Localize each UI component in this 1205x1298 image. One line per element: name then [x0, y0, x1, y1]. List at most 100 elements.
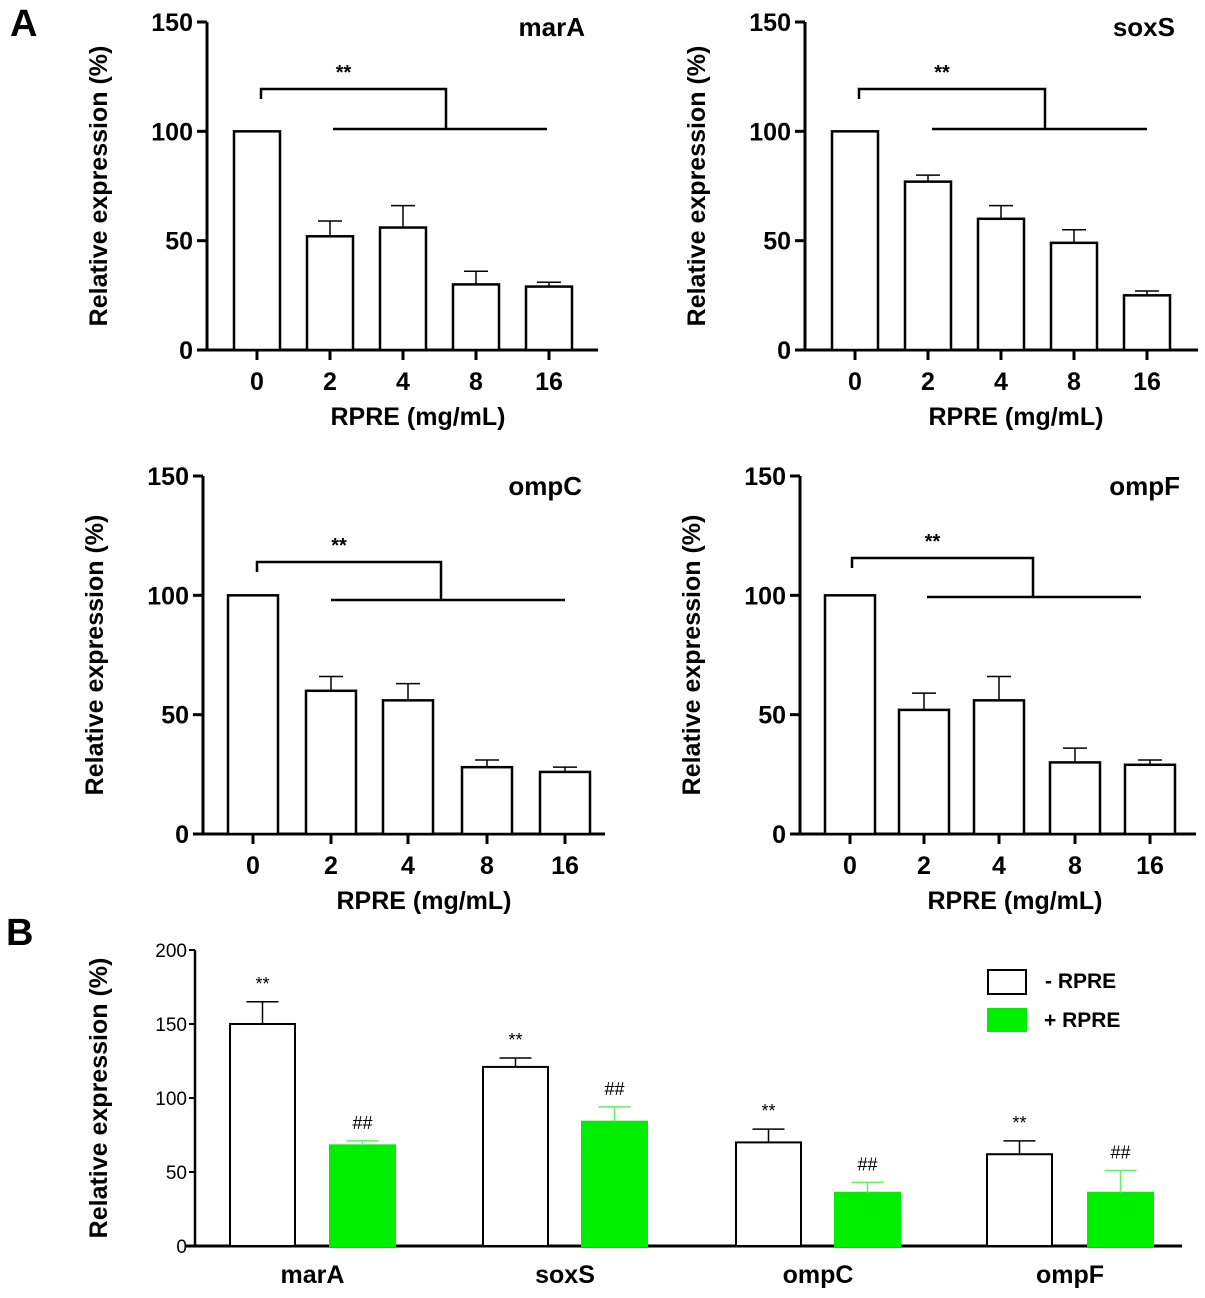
y-tick-label: 100 [749, 118, 791, 146]
significance-label: ## [857, 1154, 877, 1174]
y-tick-label: 150 [155, 1015, 187, 1036]
x-tick-label: 4 [992, 852, 1006, 880]
bar [976, 217, 1026, 352]
x-tick-label: 0 [848, 368, 862, 396]
legend-swatch-plus-rpre [987, 1008, 1027, 1032]
bar [538, 770, 592, 836]
bar [304, 689, 358, 836]
chart-title: soxS [1113, 12, 1175, 42]
bar [460, 765, 514, 836]
x-tick-label: 2 [921, 368, 935, 396]
x-tick-label: 0 [250, 368, 264, 396]
x-tick-label: 2 [323, 368, 337, 396]
legend-label-plus-rpre: + RPRE [1044, 1009, 1120, 1032]
y-tick-label: 50 [166, 1163, 187, 1184]
x-tick-label: 8 [469, 368, 483, 396]
bar [1122, 294, 1172, 352]
x-tick-label: ompF [1036, 1261, 1104, 1289]
bar-minus-rpre [229, 1023, 296, 1247]
chart-soxS: 0 50 100 150 0 2 4 8 16 RPRE (mg/mL) Relative expr… [683, 9, 1198, 431]
significance-label: ** [1012, 1113, 1026, 1133]
bar [1048, 761, 1102, 836]
bar [972, 699, 1026, 836]
significance-label: ## [604, 1079, 624, 1099]
x-axis-label: RPRE (mg/mL) [331, 403, 506, 431]
x-tick-label: ompC [783, 1261, 854, 1289]
chart-ompF: 0 50 100 150 0 2 4 8 16 RPRE (mg/mL) Relative expr… [678, 463, 1196, 915]
bar [378, 226, 428, 352]
y-tick-label: 150 [147, 463, 189, 491]
y-tick-label: 50 [758, 702, 786, 730]
x-tick-label: 8 [1067, 368, 1081, 396]
bar [830, 130, 880, 352]
bar-minus-rpre [986, 1153, 1053, 1247]
bar-plus-rpre [834, 1191, 901, 1247]
bar [1123, 763, 1177, 836]
y-tick-label: 0 [176, 1237, 187, 1258]
chart-marA: 0 50 100 150 0 2 4 8 16 RPRE (mg/mL) Relative expr… [85, 9, 598, 431]
x-axis-label: RPRE (mg/mL) [928, 887, 1103, 915]
bar [305, 235, 355, 352]
bar [226, 594, 280, 836]
chart-title: marA [519, 12, 586, 42]
x-tick-label: 8 [1068, 852, 1082, 880]
significance-label: ## [352, 1113, 372, 1133]
significance-label: ** [934, 62, 950, 84]
chart-title: ompF [1109, 471, 1180, 501]
x-tick-label: 16 [1133, 368, 1161, 396]
y-tick-label: 150 [744, 463, 786, 491]
x-tick-label: 4 [994, 368, 1008, 396]
x-axis-label: RPRE (mg/mL) [337, 887, 512, 915]
y-axis-label: Relative expression (%) [678, 515, 706, 796]
x-tick-label: 2 [917, 852, 931, 880]
y-tick-label: 100 [155, 1089, 187, 1110]
significance-label: ## [1110, 1143, 1130, 1163]
bar [451, 283, 501, 352]
x-tick-label: 0 [246, 852, 260, 880]
y-axis-label: Relative expression (%) [85, 46, 113, 327]
bar-minus-rpre [482, 1065, 549, 1248]
panel-label-b: B [6, 912, 33, 954]
chart-panel-b: 0 50 100 150 200 ** ** ** ** ## ## ## ## marA soxS ompC… [85, 941, 1182, 1289]
bar-plus-rpre [581, 1120, 648, 1248]
y-tick-label: 150 [749, 9, 791, 37]
bar [232, 130, 282, 352]
x-tick-label: 16 [551, 852, 579, 880]
y-tick-label: 0 [179, 337, 193, 365]
bar [903, 180, 953, 352]
bar-plus-rpre [1087, 1191, 1154, 1247]
bar [524, 285, 574, 352]
significance-label: ** [331, 535, 347, 557]
y-tick-label: 0 [772, 821, 786, 849]
x-tick-label: 4 [396, 368, 410, 396]
y-tick-label: 50 [165, 228, 193, 256]
x-tick-label: 4 [401, 852, 415, 880]
y-tick-label: 0 [175, 821, 189, 849]
x-tick-label: 8 [480, 852, 494, 880]
x-tick-label: marA [281, 1261, 345, 1289]
significance-label: ** [336, 62, 352, 84]
y-tick-label: 100 [744, 582, 786, 610]
bar [897, 708, 951, 836]
significance-bracket [850, 556, 1141, 599]
x-tick-label: 16 [535, 368, 563, 396]
y-axis-label: Relative expression (%) [85, 958, 113, 1239]
x-tick-label: soxS [535, 1261, 595, 1289]
legend-swatch-minus-rpre [987, 969, 1027, 995]
bar [1049, 241, 1099, 352]
panel-label-a: A [10, 3, 37, 45]
significance-bracket [259, 87, 547, 131]
significance-bracket [857, 87, 1147, 131]
y-tick-label: 50 [763, 228, 791, 256]
significance-label: ** [925, 531, 941, 553]
chart-title: ompC [508, 471, 582, 501]
significance-label: ** [761, 1101, 775, 1121]
y-tick-label: 50 [161, 702, 189, 730]
bar-minus-rpre [735, 1141, 802, 1248]
significance-bracket [255, 560, 565, 602]
chart-ompC: 0 50 100 150 0 2 4 8 16 RPRE (mg/mL) Relative expr… [81, 463, 605, 915]
y-axis-label: Relative expression (%) [683, 46, 711, 327]
bar [381, 699, 435, 836]
bar-plus-rpre [329, 1144, 396, 1247]
